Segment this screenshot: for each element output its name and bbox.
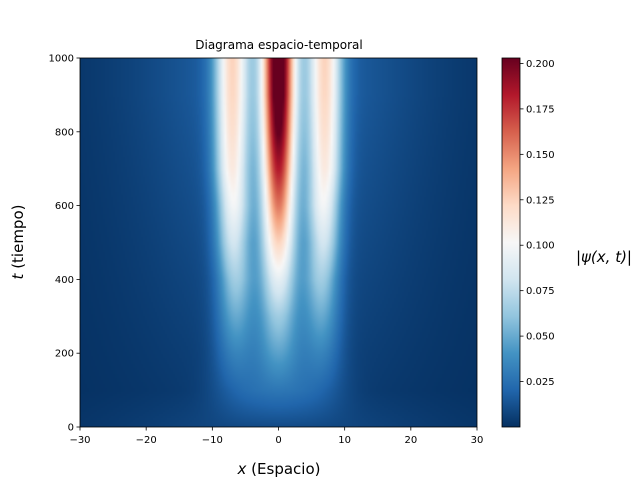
y-tick-label: 800 xyxy=(55,127,74,138)
x-tick-label: 20 xyxy=(404,435,417,446)
y-axis-label-var: t xyxy=(9,272,27,279)
x-tick-label: 10 xyxy=(338,435,351,446)
y-tick-label: 600 xyxy=(55,201,74,212)
x-tick-label: −30 xyxy=(69,435,90,446)
colorbar-tick-label: 0.175 xyxy=(526,104,555,115)
colorbar-tick-label: 0.150 xyxy=(526,150,555,161)
x-tick-label: 30 xyxy=(471,435,484,446)
x-axis-label: x (Espacio) xyxy=(237,460,321,478)
x-tick-label: −20 xyxy=(136,435,157,446)
y-axis-ticks: 0 200 400 600 800 1000 xyxy=(49,54,80,434)
colorbar: 0.025 0.050 0.075 0.100 0.125 0.150 0.175 0.200 xyxy=(501,57,555,428)
colorbar-tick-label: 0.025 xyxy=(526,377,555,388)
y-axis-label: t (tiempo) xyxy=(9,205,27,280)
heatmap-plot xyxy=(79,57,478,428)
y-tick-label: 0 xyxy=(68,423,74,434)
x-tick-label: 0 xyxy=(275,435,281,446)
x-axis-label-var: x xyxy=(237,460,247,478)
chart-title: Diagrama espacio-temporal xyxy=(195,38,362,52)
colorbar-tick-label: 0.200 xyxy=(526,59,555,70)
colorbar-fill xyxy=(502,58,520,427)
x-tick-label: −10 xyxy=(202,435,223,446)
colorbar-tick-label: 0.100 xyxy=(526,241,555,252)
colorbar-label: |ψ(x, t)| xyxy=(576,248,632,266)
colorbar-tick-label: 0.050 xyxy=(526,332,555,343)
heatmap-image xyxy=(80,58,477,427)
x-axis-ticks: −30 −20 −10 0 10 20 30 xyxy=(69,427,483,446)
y-tick-label: 1000 xyxy=(49,54,74,65)
x-axis-label-text: (Espacio) xyxy=(246,460,320,478)
colorbar-ticks: 0.025 0.050 0.075 0.100 0.125 0.150 0.175 0.200 xyxy=(520,59,555,388)
y-tick-label: 400 xyxy=(55,275,74,286)
colorbar-frame xyxy=(501,57,521,428)
y-tick-label: 200 xyxy=(55,349,74,360)
colorbar-tick-label: 0.075 xyxy=(526,286,555,297)
colorbar-tick-label: 0.125 xyxy=(526,195,555,206)
y-axis-label-text: (tiempo) xyxy=(9,205,27,274)
